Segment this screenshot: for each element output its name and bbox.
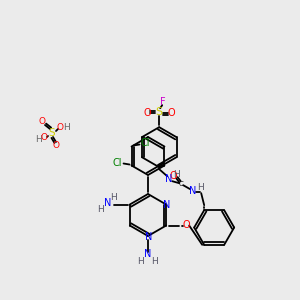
Text: N: N (164, 200, 171, 209)
Text: F: F (160, 97, 166, 107)
Text: N: N (166, 174, 173, 184)
Text: C: C (179, 181, 184, 187)
Text: O: O (182, 220, 190, 230)
Text: H: H (173, 170, 180, 179)
Text: N: N (144, 249, 152, 259)
Text: N: N (104, 199, 112, 208)
Text: O: O (40, 134, 47, 142)
Text: S: S (156, 107, 163, 117)
Text: S: S (49, 128, 55, 138)
Text: O: O (38, 118, 46, 127)
Text: O: O (52, 140, 59, 149)
Text: H: H (197, 183, 204, 192)
Text: H: H (152, 256, 158, 266)
Text: N: N (145, 232, 153, 242)
Text: H: H (110, 193, 117, 202)
Text: O: O (169, 171, 177, 181)
Text: Cl: Cl (113, 158, 122, 167)
Text: O: O (56, 124, 64, 133)
Text: O: O (143, 108, 151, 118)
Text: H: H (98, 205, 104, 214)
Text: H: H (138, 256, 144, 266)
Text: Cl: Cl (141, 139, 150, 148)
Text: N: N (190, 186, 197, 196)
Text: O: O (167, 108, 175, 118)
Text: H: H (34, 136, 41, 145)
Text: H: H (63, 124, 69, 133)
